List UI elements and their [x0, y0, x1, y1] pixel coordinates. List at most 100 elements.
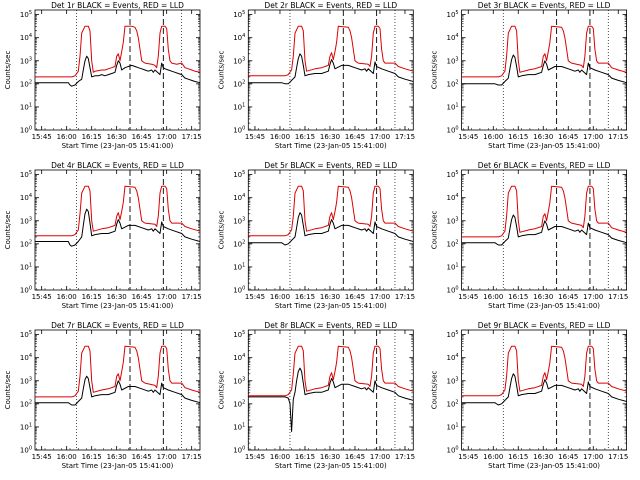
x-tick-label: 15:45 — [458, 133, 478, 141]
y-tick-label: 103 — [20, 216, 32, 225]
x-tick-label: 15:45 — [245, 453, 265, 461]
plot-frame — [461, 169, 628, 291]
x-tick-label: 17:00 — [157, 133, 177, 141]
x-axis-label: Start Time (23-Jan-05 15:41:00) — [275, 142, 387, 150]
plot-frame — [34, 9, 201, 131]
y-tick-label: 102 — [446, 399, 458, 408]
y-tick-label: 103 — [20, 56, 32, 65]
x-tick-label: 17:15 — [608, 133, 628, 141]
y-tick-label: 100 — [20, 446, 32, 455]
x-axis-label: Start Time (23-Jan-05 15:41:00) — [488, 462, 600, 470]
series-events — [35, 375, 201, 406]
y-tick-label: 103 — [233, 216, 245, 225]
plot-frame — [247, 9, 414, 131]
x-axis-label: Start Time (23-Jan-05 15:41:00) — [275, 462, 387, 470]
series-lld — [461, 185, 627, 238]
y-tick-label: 104 — [233, 353, 245, 362]
x-tick-label: 16:15 — [508, 293, 528, 301]
y-tick-label: 101 — [20, 262, 32, 271]
x-axis-label: Start Time (23-Jan-05 15:41:00) — [275, 302, 387, 310]
y-tick-label: 102 — [446, 79, 458, 88]
x-tick-label: 15:45 — [32, 453, 52, 461]
y-tick-label: 102 — [20, 399, 32, 408]
y-tick-label: 104 — [446, 353, 458, 362]
x-tick-label: 15:45 — [245, 293, 265, 301]
y-tick-label: 103 — [446, 56, 458, 65]
panel-det-4r: Det 4r BLACK = Events, RED = LLD 100 101 10… — [4, 161, 202, 310]
x-tick-label: 16:00 — [483, 293, 503, 301]
x-tick-label: 16:45 — [345, 293, 365, 301]
series-events — [248, 212, 414, 246]
y-tick-label: 104 — [446, 33, 458, 42]
series-lld — [248, 25, 414, 77]
x-tick-label: 17:00 — [583, 453, 603, 461]
x-tick-label: 16:45 — [132, 453, 152, 461]
x-tick-label: 16:30 — [533, 293, 553, 301]
x-tick-label: 17:15 — [608, 293, 628, 301]
x-tick-label: 16:30 — [107, 453, 127, 461]
x-tick-label: 16:00 — [270, 293, 290, 301]
y-tick-label: 105 — [446, 10, 458, 19]
chart-title: Det 4r BLACK = Events, RED = LLD — [51, 161, 184, 170]
series-events — [461, 214, 627, 246]
y-tick-label: 101 — [233, 102, 245, 111]
chart-title: Det 2r BLACK = Events, RED = LLD — [264, 1, 397, 10]
x-tick-label: 16:15 — [82, 453, 102, 461]
x-tick-label: 16:30 — [320, 453, 340, 461]
x-tick-label: 16:30 — [320, 133, 340, 141]
x-tick-label: 16:15 — [508, 133, 528, 141]
y-axis-label: Counts/sec — [4, 211, 12, 250]
y-tick-label: 102 — [233, 399, 245, 408]
x-tick-label: 16:45 — [558, 133, 578, 141]
y-axis-label: Counts/sec — [431, 371, 439, 410]
y-tick-label: 101 — [233, 422, 245, 431]
x-tick-label: 16:00 — [57, 133, 77, 141]
x-tick-label: 16:15 — [82, 133, 102, 141]
y-tick-label: 103 — [20, 376, 32, 385]
x-tick-label: 15:45 — [32, 293, 52, 301]
series-events — [248, 367, 414, 432]
y-axis-label: Counts/sec — [431, 51, 439, 90]
panel-det-5r: Det 5r BLACK = Events, RED = LLD 100 101 10… — [217, 161, 415, 310]
series-events — [248, 53, 414, 85]
series-events — [35, 208, 201, 247]
series-lld — [35, 185, 201, 237]
y-axis-label: Counts/sec — [217, 51, 225, 90]
x-tick-label: 17:00 — [157, 293, 177, 301]
y-tick-label: 101 — [446, 422, 458, 431]
x-tick-label: 17:00 — [583, 293, 603, 301]
x-tick-label: 17:00 — [157, 453, 177, 461]
y-tick-label: 100 — [20, 126, 32, 135]
x-tick-label: 15:45 — [245, 133, 265, 141]
x-tick-label: 17:15 — [395, 453, 415, 461]
y-tick-label: 104 — [20, 33, 32, 42]
y-axis-label: Counts/sec — [217, 371, 225, 410]
x-tick-label: 16:15 — [295, 133, 315, 141]
panel-det-9r: Det 9r BLACK = Events, RED = LLD 100 101 10… — [431, 321, 629, 470]
y-tick-label: 101 — [233, 262, 245, 271]
x-tick-label: 17:15 — [395, 133, 415, 141]
x-tick-label: 16:45 — [558, 453, 578, 461]
y-tick-label: 100 — [446, 446, 458, 455]
x-tick-label: 16:30 — [320, 293, 340, 301]
y-tick-label: 101 — [20, 422, 32, 431]
y-tick-label: 105 — [233, 330, 245, 339]
x-tick-label: 16:30 — [533, 133, 553, 141]
y-tick-label: 103 — [233, 376, 245, 385]
x-tick-label: 16:15 — [82, 293, 102, 301]
chart-title: Det 7r BLACK = Events, RED = LLD — [51, 321, 184, 330]
x-tick-label: 17:15 — [182, 453, 202, 461]
y-tick-label: 103 — [446, 216, 458, 225]
chart-title: Det 6r BLACK = Events, RED = LLD — [478, 161, 611, 170]
plot-frame — [247, 169, 414, 291]
y-tick-label: 104 — [233, 33, 245, 42]
x-axis-label: Start Time (23-Jan-05 15:41:00) — [62, 302, 174, 310]
panel-det-7r: Det 7r BLACK = Events, RED = LLD 100 101 10… — [4, 321, 202, 470]
y-tick-label: 104 — [20, 193, 32, 202]
x-tick-label: 16:15 — [508, 453, 528, 461]
y-axis-label: Counts/sec — [4, 371, 12, 410]
y-tick-label: 105 — [446, 170, 458, 179]
y-tick-label: 102 — [20, 239, 32, 248]
y-tick-label: 101 — [446, 262, 458, 271]
